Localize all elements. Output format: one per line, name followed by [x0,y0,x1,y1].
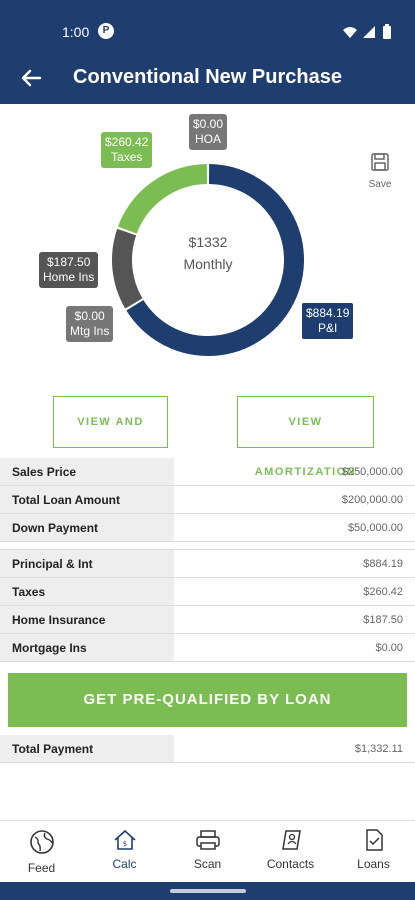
nav-item-contacts[interactable]: Contacts [249,821,332,882]
row-value: $200,000.00 [341,494,403,506]
pi-tag-value: $884.19 [306,306,350,320]
mtg-ins-tag-value: $0.00 [74,309,105,323]
donut-slice-taxes [117,164,208,234]
row-label: Principal & Int [0,550,174,577]
taxes-tag-value: $260.42 [105,135,149,149]
row-label: Down Payment [0,514,174,541]
nav-item-feed[interactable]: Feed [0,821,83,882]
hoa-tag-value: $0.00 [193,117,224,131]
loan-summary-table: Sales Price $250,000.00 Total Loan Amoun… [0,458,415,662]
notification-badge: P [98,23,114,39]
home-ins-tag-name: Home Ins [43,270,95,284]
nav-item-scan[interactable]: Scan [166,821,249,882]
row-value: $50,000.00 [347,522,403,534]
get-pre-qualified-button[interactable]: GET PRE-QUALIFIED BY LOAN [8,673,407,727]
payment-breakdown-chart: $1332 Monthly $260.42 Taxes $0.00 HOA $1… [0,104,415,386]
nav-item-calc[interactable]: $ Calc [83,821,166,882]
table-row: Total Payment $1,332.11 [0,735,415,763]
hoa-tag-name: HOA [195,132,222,146]
pi-tag: $884.19 P&I [301,302,355,340]
save-label: Save [368,179,392,190]
nav-label: Calc [112,857,137,871]
mtg-ins-tag: $0.00 Mtg Ins [66,306,114,342]
home-ins-tag-value: $187.50 [46,255,91,269]
table-divider [0,542,415,550]
table-row: Down Payment $50,000.00 [0,514,415,542]
back-arrow-icon[interactable] [18,64,46,92]
donut-slice-home-ins [112,228,143,309]
bottom-navigation: Feed $ Calc Scan Contacts Loans [0,820,415,882]
table-row: Principal & Int $884.19 [0,550,415,578]
taxes-tag: $260.42 Taxes [101,132,153,168]
donut-slice-p-i [126,164,304,356]
svg-text:$: $ [122,840,126,848]
gesture-handle[interactable] [170,889,246,893]
contacts-icon [281,830,301,850]
row-label: Home Insurance [0,606,174,633]
row-label: Sales Price [0,458,174,485]
taxes-tag-name: Taxes [111,150,143,164]
home-calc-icon: $ [113,829,136,850]
row-value: $260.42 [363,586,403,598]
table-row: Total Loan Amount $200,000.00 [0,486,415,514]
table-row: Sales Price $250,000.00 [0,458,415,486]
total-payment-table: Total Payment $1,332.11 [0,735,415,763]
scanner-icon [195,830,220,850]
table-row: Home Insurance $187.50 [0,606,415,634]
total-value: $1,332.11 [354,743,403,755]
total-label: Total Payment [0,735,174,762]
gesture-bar [0,882,415,900]
table-row: Mortgage Ins $0.00 [0,634,415,662]
nav-label: Feed [27,861,56,875]
row-value: $884.19 [363,558,403,570]
donut-chart [112,164,304,356]
floppy-disk-icon [371,153,389,171]
hoa-tag: $0.00 HOA [189,114,228,150]
monthly-total-label: Monthly [183,256,233,272]
save-button[interactable]: Save [365,152,395,192]
status-time: 1:00 [62,24,90,40]
pi-tag-name: P&I [318,321,338,335]
row-value: $187.50 [363,614,403,626]
monthly-total-amount: $1332 [188,234,228,250]
table-row: Taxes $260.42 [0,578,415,606]
globe-icon [29,830,54,854]
home-ins-tag: $187.50 Home Ins [39,252,99,288]
page-title: Conventional New Purchase [73,66,342,88]
row-label: Total Loan Amount [0,486,174,513]
view-and-share-button[interactable]: VIEW AND SHARE [53,396,168,478]
mtg-ins-tag-name: Mtg Ins [70,324,110,338]
nav-label: Scan [193,857,222,871]
nav-label: Contacts [266,857,315,871]
row-label: Mortgage Ins [0,634,174,661]
document-check-icon [365,829,383,851]
nav-item-loans[interactable]: Loans [332,821,415,882]
system-status-icons [343,24,391,39]
row-value: $0.00 [375,642,403,654]
nav-label: Loans [357,857,390,871]
row-value: $250,000.00 [341,466,403,478]
view-amortization-button[interactable]: VIEW AMORTIZATION [237,396,374,478]
status-bar: 1:00 P [0,0,415,56]
app-header: 1:00 P Conventional New Purchase [0,0,415,104]
row-label: Taxes [0,578,174,605]
